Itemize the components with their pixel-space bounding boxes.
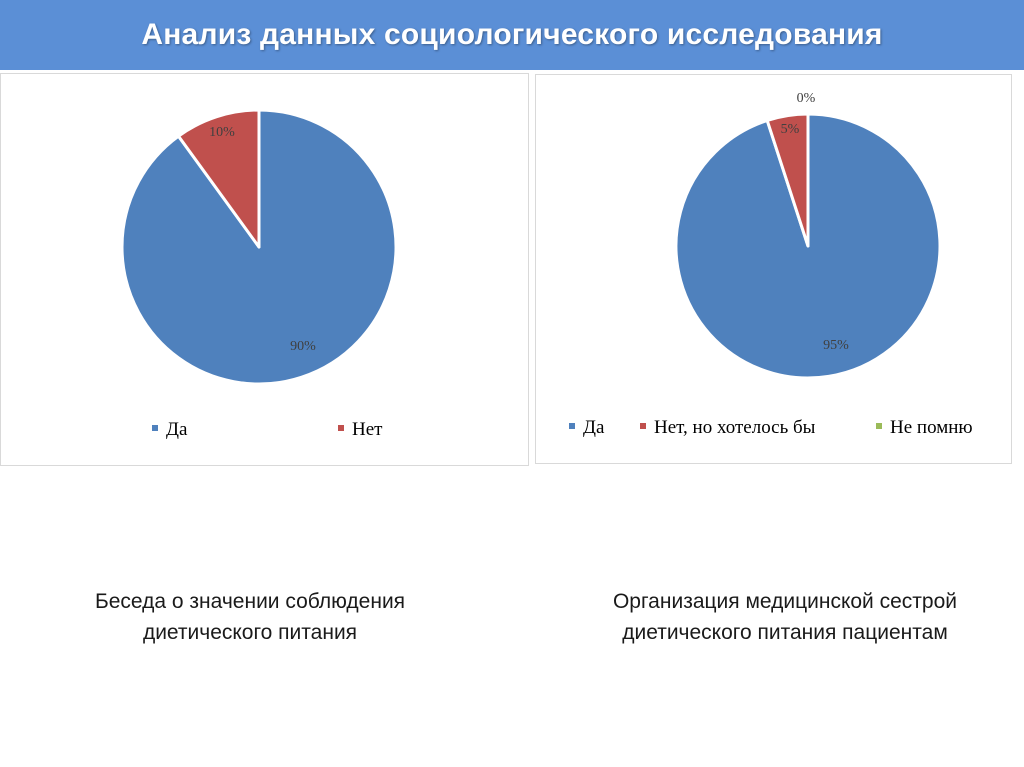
pie-slice-1-2 [176,108,261,249]
caption-left: Беседа о значении соблюдения диетическог… [40,586,460,648]
data-label-2-3: 0% [797,91,816,106]
legend-marker-1-1 [152,425,158,431]
slide-header: Анализ данных социологического исследова… [0,0,1024,70]
legend-marker-2-2 [640,423,646,429]
data-label-2-1: 95% [823,338,849,353]
caption-right-line2: диетического питания пациентам [622,621,948,644]
data-label-2-2: 5% [781,122,800,137]
legend-label-1-2: Нет [352,419,383,440]
legend-marker-1-2 [338,425,344,431]
legend-label-2-1: Да [583,417,605,438]
pie-chart-1: 90% 10% Да Нет [120,108,398,440]
data-label-1-2: 10% [209,125,235,140]
legend-label-2-2: Нет, но хотелось бы [654,417,816,438]
data-label-1-1: 90% [290,339,316,354]
caption-right-line1: Организация медицинской сестрой [612,590,958,613]
legend-marker-2-3 [876,423,882,429]
legend-label-2-3: Не помню [890,417,973,438]
page-title: Анализ данных социологического исследова… [141,18,883,51]
legend-marker-2-1 [569,423,575,429]
caption-right: Организация медицинской сестрой диетичес… [575,586,995,648]
pie-chart-2: 95% 5% 0% Да Нет, но хотелось бы Не помню [569,91,973,438]
caption-left-line2: диетического питания [142,621,358,644]
pie-slice-2-2 [765,112,810,248]
legend-label-1-1: Да [166,419,188,440]
caption-left-line1: Беседа о значении соблюдения [94,590,406,613]
